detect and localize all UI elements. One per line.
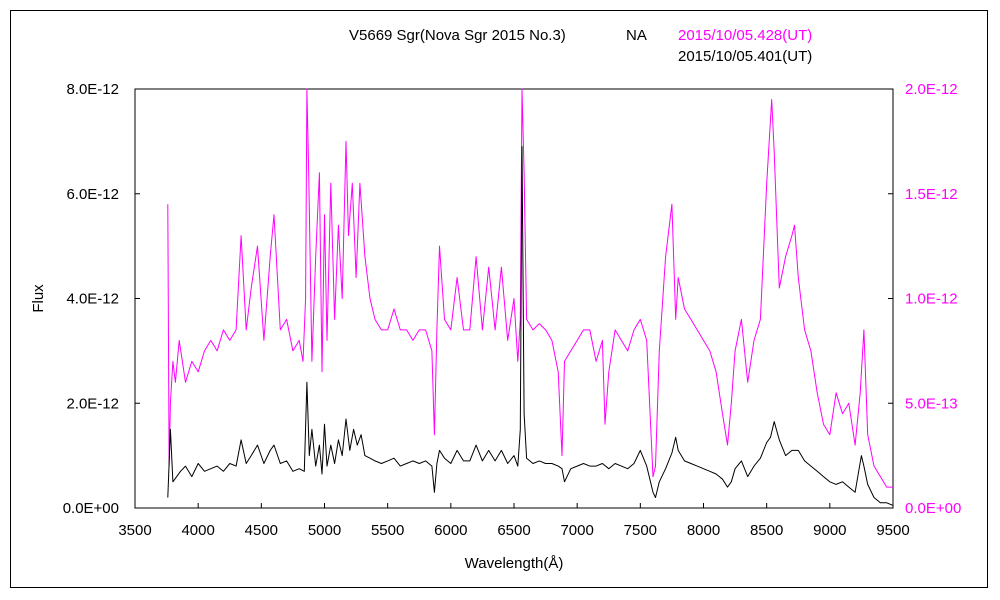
y-right-tick-label: 1.0E-12 — [905, 291, 958, 308]
x-tick-label: 7000 — [560, 522, 593, 539]
x-tick-label: 9500 — [876, 522, 909, 539]
x-tick-label: 3500 — [118, 522, 151, 539]
legend-black: 2015/10/05.401(UT) — [678, 48, 813, 65]
observer-label: NA — [626, 27, 647, 44]
y-left-tick-label: 8.0E-12 — [66, 81, 119, 98]
x-tick-label: 5000 — [308, 522, 341, 539]
y-right-tick-label: 1.5E-12 — [905, 186, 958, 203]
y-right-tick-label: 0.0E+00 — [905, 500, 961, 517]
y-left-tick-label: 2.0E-12 — [66, 395, 119, 412]
x-tick-label: 7500 — [624, 522, 657, 539]
y-right-tick-label: 2.0E-12 — [905, 81, 958, 98]
y-right-tick-label: 5.0E-13 — [905, 395, 958, 412]
x-axis-label: Wavelength(Å) — [465, 555, 564, 572]
x-tick-label: 6500 — [497, 522, 530, 539]
series-line-magenta — [167, 88, 893, 488]
y-left-tick-label: 0.0E+00 — [63, 500, 119, 517]
x-tick-label: 8500 — [750, 522, 783, 539]
x-tick-label: 4000 — [181, 522, 214, 539]
x-tick-label: 8000 — [687, 522, 720, 539]
chart-frame — [10, 10, 988, 588]
x-tick-label: 9000 — [813, 522, 846, 539]
y-left-tick-label: 4.0E-12 — [66, 291, 119, 308]
x-tick-label: 4500 — [245, 522, 278, 539]
series-line-black — [167, 146, 893, 506]
y-left-tick-label: 6.0E-12 — [66, 186, 119, 203]
chart-title: V5669 Sgr(Nova Sgr 2015 No.3) — [349, 27, 566, 44]
x-tick-label: 5500 — [371, 522, 404, 539]
x-tick-label: 6000 — [434, 522, 467, 539]
legend-magenta: 2015/10/05.428(UT) — [678, 27, 813, 44]
y-axis-label: Flux — [30, 284, 47, 313]
